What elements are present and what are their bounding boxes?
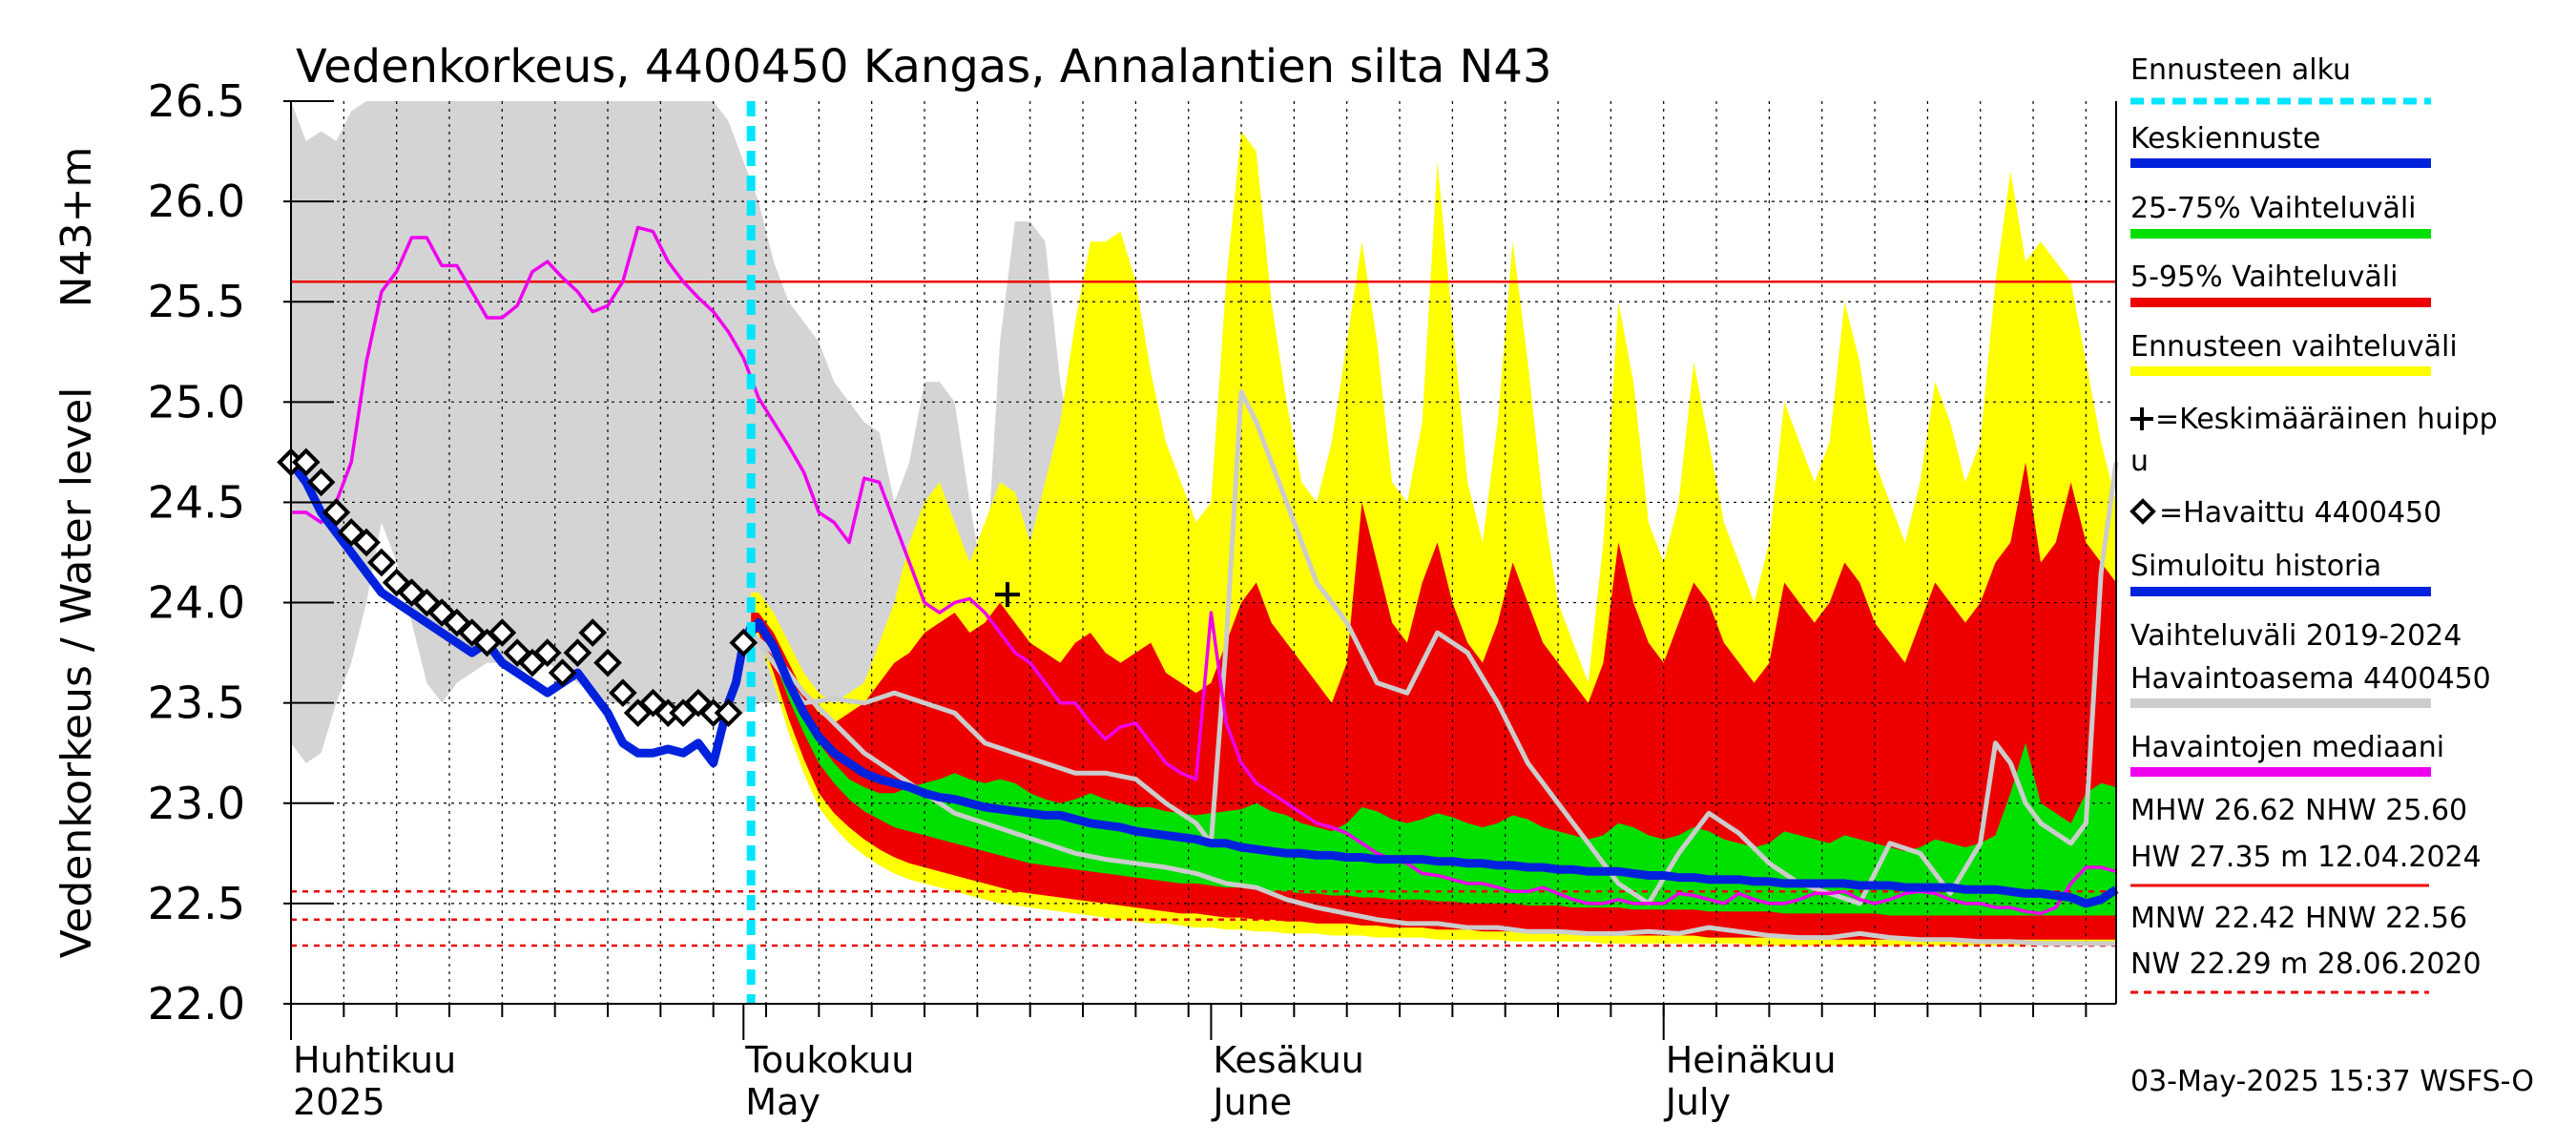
observed-point bbox=[563, 638, 592, 667]
legend-label: 25-75% Vaihteluväli bbox=[2130, 192, 2417, 225]
legend-label: 5-95% Vaihteluväli bbox=[2130, 260, 2398, 294]
legend-label: Ennusteen alku bbox=[2130, 53, 2351, 87]
mean-peak-marker bbox=[994, 582, 1020, 608]
y-tick-label: 26.0 bbox=[148, 176, 245, 227]
observed-point bbox=[412, 588, 442, 617]
simulated-history-line bbox=[287, 459, 756, 768]
y-tick-label: 26.5 bbox=[148, 75, 245, 127]
observed-point bbox=[443, 608, 471, 637]
axes: 22.0 22.5 23.0 23.5 24.0 24.5 25.0 25.5 26.0 26.5… bbox=[148, 75, 2117, 1123]
observed-point bbox=[291, 448, 321, 477]
legend-label: Ennusteen vaihteluväli bbox=[2130, 330, 2458, 364]
median-history-line bbox=[291, 225, 2117, 916]
plot-area bbox=[277, 101, 2119, 1004]
y-tick-label: 23.5 bbox=[148, 677, 245, 729]
history-year-trace bbox=[749, 631, 2116, 947]
legend: Ennusteen alku Keskiennuste 25-75% Vaihtel… bbox=[2129, 53, 2498, 777]
y-axis-label: Vedenkorkeus / Water level bbox=[52, 387, 101, 959]
observed-point bbox=[578, 618, 608, 647]
legend-diamond-symbol bbox=[2129, 498, 2156, 525]
observed-point bbox=[608, 678, 637, 707]
month-label-en: 2025 bbox=[293, 1081, 385, 1123]
band-25-75-area bbox=[751, 622, 2117, 916]
observed-point bbox=[352, 528, 381, 557]
y-tick-label: 22.0 bbox=[148, 978, 245, 1030]
legend-label-cont: Havaintoasema 4400450 bbox=[2130, 662, 2491, 696]
observed-point bbox=[593, 648, 622, 677]
observed-point bbox=[367, 548, 396, 577]
observed-point bbox=[427, 598, 456, 627]
markers-layer bbox=[277, 448, 1020, 728]
observed-point bbox=[684, 688, 713, 718]
observed-point bbox=[532, 638, 562, 667]
observed-point bbox=[503, 638, 531, 667]
median-forecast-line bbox=[747, 618, 2119, 908]
observed-point bbox=[488, 618, 517, 647]
legend-plus-symbol bbox=[2130, 407, 2153, 430]
grid-layer bbox=[291, 101, 2116, 1004]
y-axis-unit: N43+m bbox=[52, 147, 101, 308]
observed-point bbox=[457, 618, 487, 647]
chart-title: Vedenkorkeus, 4400450 Kangas, Annalantie… bbox=[296, 40, 1552, 94]
stat-line-1: MHW 26.62 NHW 25.60 bbox=[2130, 794, 2467, 827]
y-tick-label: 25.5 bbox=[148, 276, 245, 327]
month-label-fi: Heinäkuu bbox=[1666, 1039, 1837, 1081]
month-label-en: May bbox=[745, 1081, 821, 1123]
legend-label: Vaihteluväli 2019-2024 bbox=[2130, 619, 2462, 653]
history-year-trace bbox=[749, 389, 2119, 906]
series-lines-layer bbox=[287, 101, 2119, 1004]
month-label-fi: Kesäkuu bbox=[1213, 1039, 1364, 1081]
month-label-fi: Huhtikuu bbox=[293, 1039, 456, 1081]
legend-label: =Havaittu 4400450 bbox=[2159, 496, 2441, 530]
observed-point bbox=[306, 468, 336, 497]
legend-label: Keskiennuste bbox=[2130, 122, 2320, 156]
y-tick-label: 25.0 bbox=[148, 376, 245, 427]
y-tick-label: 22.5 bbox=[148, 878, 245, 929]
observed-point bbox=[322, 498, 351, 527]
legend-label: Simuloitu historia bbox=[2130, 550, 2381, 583]
y-tick-label: 24.5 bbox=[148, 476, 245, 528]
observed-point bbox=[638, 688, 668, 718]
stat-line-4: NW 22.29 m 28.06.2020 bbox=[2130, 947, 2482, 981]
month-label-en: July bbox=[1664, 1081, 1731, 1123]
observed-point bbox=[729, 628, 758, 657]
observed-point bbox=[548, 658, 577, 687]
observed-point bbox=[714, 698, 743, 728]
month-label-en: June bbox=[1211, 1081, 1292, 1123]
stat-line-2: HW 27.35 m 12.04.2024 bbox=[2130, 841, 2482, 874]
y-tick-label: 24.0 bbox=[148, 577, 245, 629]
month-label-fi: Toukokuu bbox=[744, 1039, 914, 1081]
y-tick-label: 23.0 bbox=[148, 778, 245, 829]
timestamp: 03-May-2025 15:37 WSFS-O bbox=[2130, 1065, 2534, 1098]
legend-label: Havaintojen mediaani bbox=[2130, 731, 2444, 764]
stat-line-3: MNW 22.42 HNW 22.56 bbox=[2130, 902, 2467, 935]
legend-label-cont: u bbox=[2130, 445, 2149, 478]
observed-point bbox=[337, 518, 366, 547]
legend-label: =Keskimääräinen huipp bbox=[2155, 403, 2498, 436]
